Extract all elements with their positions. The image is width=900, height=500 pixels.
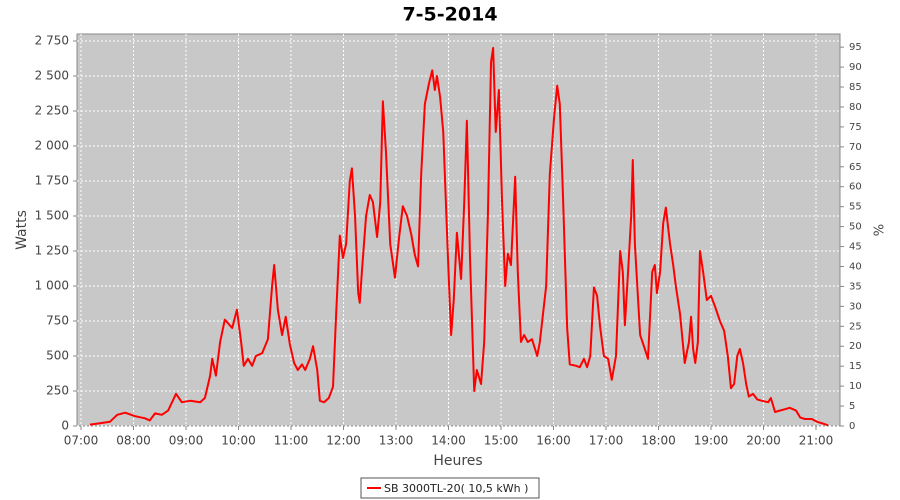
y-tick-label: 750 [46, 314, 69, 328]
x-tick-label: 15:00 [484, 434, 519, 448]
y2-tick-label: 10 [849, 381, 862, 392]
grid [77, 34, 840, 427]
y2-tick-label: 55 [849, 202, 862, 213]
y-tick-label: 2 250 [35, 104, 69, 118]
y-tick-label: 2 500 [35, 69, 69, 83]
y-tick-label: 0 [61, 419, 69, 433]
y2-tick-label: 35 [849, 281, 862, 292]
y-tick-label: 1 250 [35, 244, 69, 258]
x-tick-label: 12:00 [326, 434, 361, 448]
x-tick-label: 17:00 [589, 434, 624, 448]
y2-tick-label: 40 [849, 261, 862, 272]
y2-tick-label: 45 [849, 242, 862, 253]
y-tick-label: 2 000 [35, 139, 69, 153]
y2-axis-title: % [873, 224, 888, 236]
y2-tick-label: 60 [849, 182, 862, 193]
y2-tick-label: 65 [849, 162, 862, 173]
y-tick-label: 500 [46, 349, 69, 363]
x-tick-label: 10:00 [221, 434, 256, 448]
y-tick-label: 1 750 [35, 174, 69, 188]
legend [360, 477, 540, 499]
y-tick-label: 1 500 [35, 209, 69, 223]
y-tick-label: 250 [46, 384, 69, 398]
plot-area [76, 33, 841, 427]
y2-tick-label: 70 [849, 142, 862, 153]
y2-tick-label: 0 [849, 421, 855, 432]
x-tick-label: 16:00 [536, 434, 571, 448]
y2-tick-label: 5 [849, 401, 855, 412]
y2-tick-label: 85 [849, 82, 862, 93]
x-tick-label: 18:00 [641, 434, 676, 448]
y2-tick-label: 50 [849, 222, 862, 233]
x-axis-title: Heures [433, 453, 482, 469]
series-line [89, 47, 829, 427]
y-tick-label: 1 000 [35, 279, 69, 293]
y2-tick-label: 20 [849, 341, 862, 352]
legend-label: SB 3000TL-20( 10,5 kWh ) [384, 482, 528, 495]
x-tick-label: 20:00 [746, 434, 781, 448]
chart-title: 7-5-2014 [402, 4, 497, 26]
y2-tick-label: 25 [849, 321, 862, 332]
y2-tick-label: 80 [849, 102, 862, 113]
y-axis-title: Watts [14, 210, 30, 250]
x-tick-label: 08:00 [116, 434, 151, 448]
y2-tick-label: 95 [849, 42, 862, 53]
y2-tick-label: 90 [849, 62, 862, 73]
x-tick-label: 14:00 [431, 434, 466, 448]
x-tick-label: 21:00 [799, 434, 834, 448]
y2-tick-label: 30 [849, 301, 862, 312]
x-tick-label: 09:00 [169, 434, 204, 448]
x-tick-label: 07:00 [64, 434, 99, 448]
x-tick-label: 13:00 [379, 434, 414, 448]
y2-tick-label: 15 [849, 361, 862, 372]
x-tick-label: 11:00 [274, 434, 309, 448]
y-tick-label: 2 750 [35, 34, 69, 48]
x-tick-label: 19:00 [694, 434, 729, 448]
y2-tick-label: 75 [849, 122, 862, 133]
